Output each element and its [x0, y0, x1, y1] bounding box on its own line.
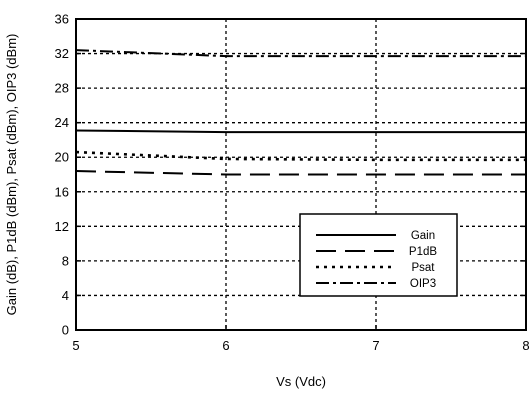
legend-label-gain: Gain — [411, 230, 435, 242]
y-tick-label: 24 — [55, 115, 69, 130]
y-tick-label: 16 — [55, 184, 69, 199]
series-line-psat — [75, 150, 526, 162]
x-tick-label: 6 — [222, 338, 229, 353]
series-line-gain — [75, 129, 526, 134]
series-lines — [75, 49, 526, 176]
y-tick-label: 0 — [62, 323, 69, 338]
x-tick-label: 7 — [372, 338, 379, 353]
series-line-oip3 — [75, 49, 526, 58]
plot-frame — [75, 18, 527, 331]
y-tick-label: 20 — [55, 150, 69, 165]
y-axis-label: Gain (dB), P1dB (dBm), Psat (dBm), OIP3 … — [4, 34, 19, 316]
y-tick-label: 36 — [55, 12, 69, 27]
y-axis-ticks: 0 4 8 12 16 20 24 28 32 36 — [55, 12, 526, 338]
series-line-p1db — [75, 170, 526, 176]
y-tick-label: 8 — [62, 253, 69, 268]
x-axis-ticks: 5 6 7 8 — [72, 325, 530, 353]
legend-label-psat: Psat — [411, 262, 435, 274]
legend: Gain P1dB Psat OIP3 — [299, 213, 458, 297]
legend-label-p1db: P1dB — [409, 246, 437, 258]
x-axis-label: Vs (Vdc) — [276, 374, 326, 389]
y-tick-label: 4 — [62, 288, 69, 303]
legend-label-oip3: OIP3 — [410, 278, 436, 290]
x-tick-label: 8 — [522, 338, 529, 353]
x-tick-label: 5 — [72, 338, 79, 353]
y-tick-label: 28 — [55, 81, 69, 96]
y-tick-label: 12 — [55, 219, 69, 234]
y-tick-label: 32 — [55, 46, 69, 61]
